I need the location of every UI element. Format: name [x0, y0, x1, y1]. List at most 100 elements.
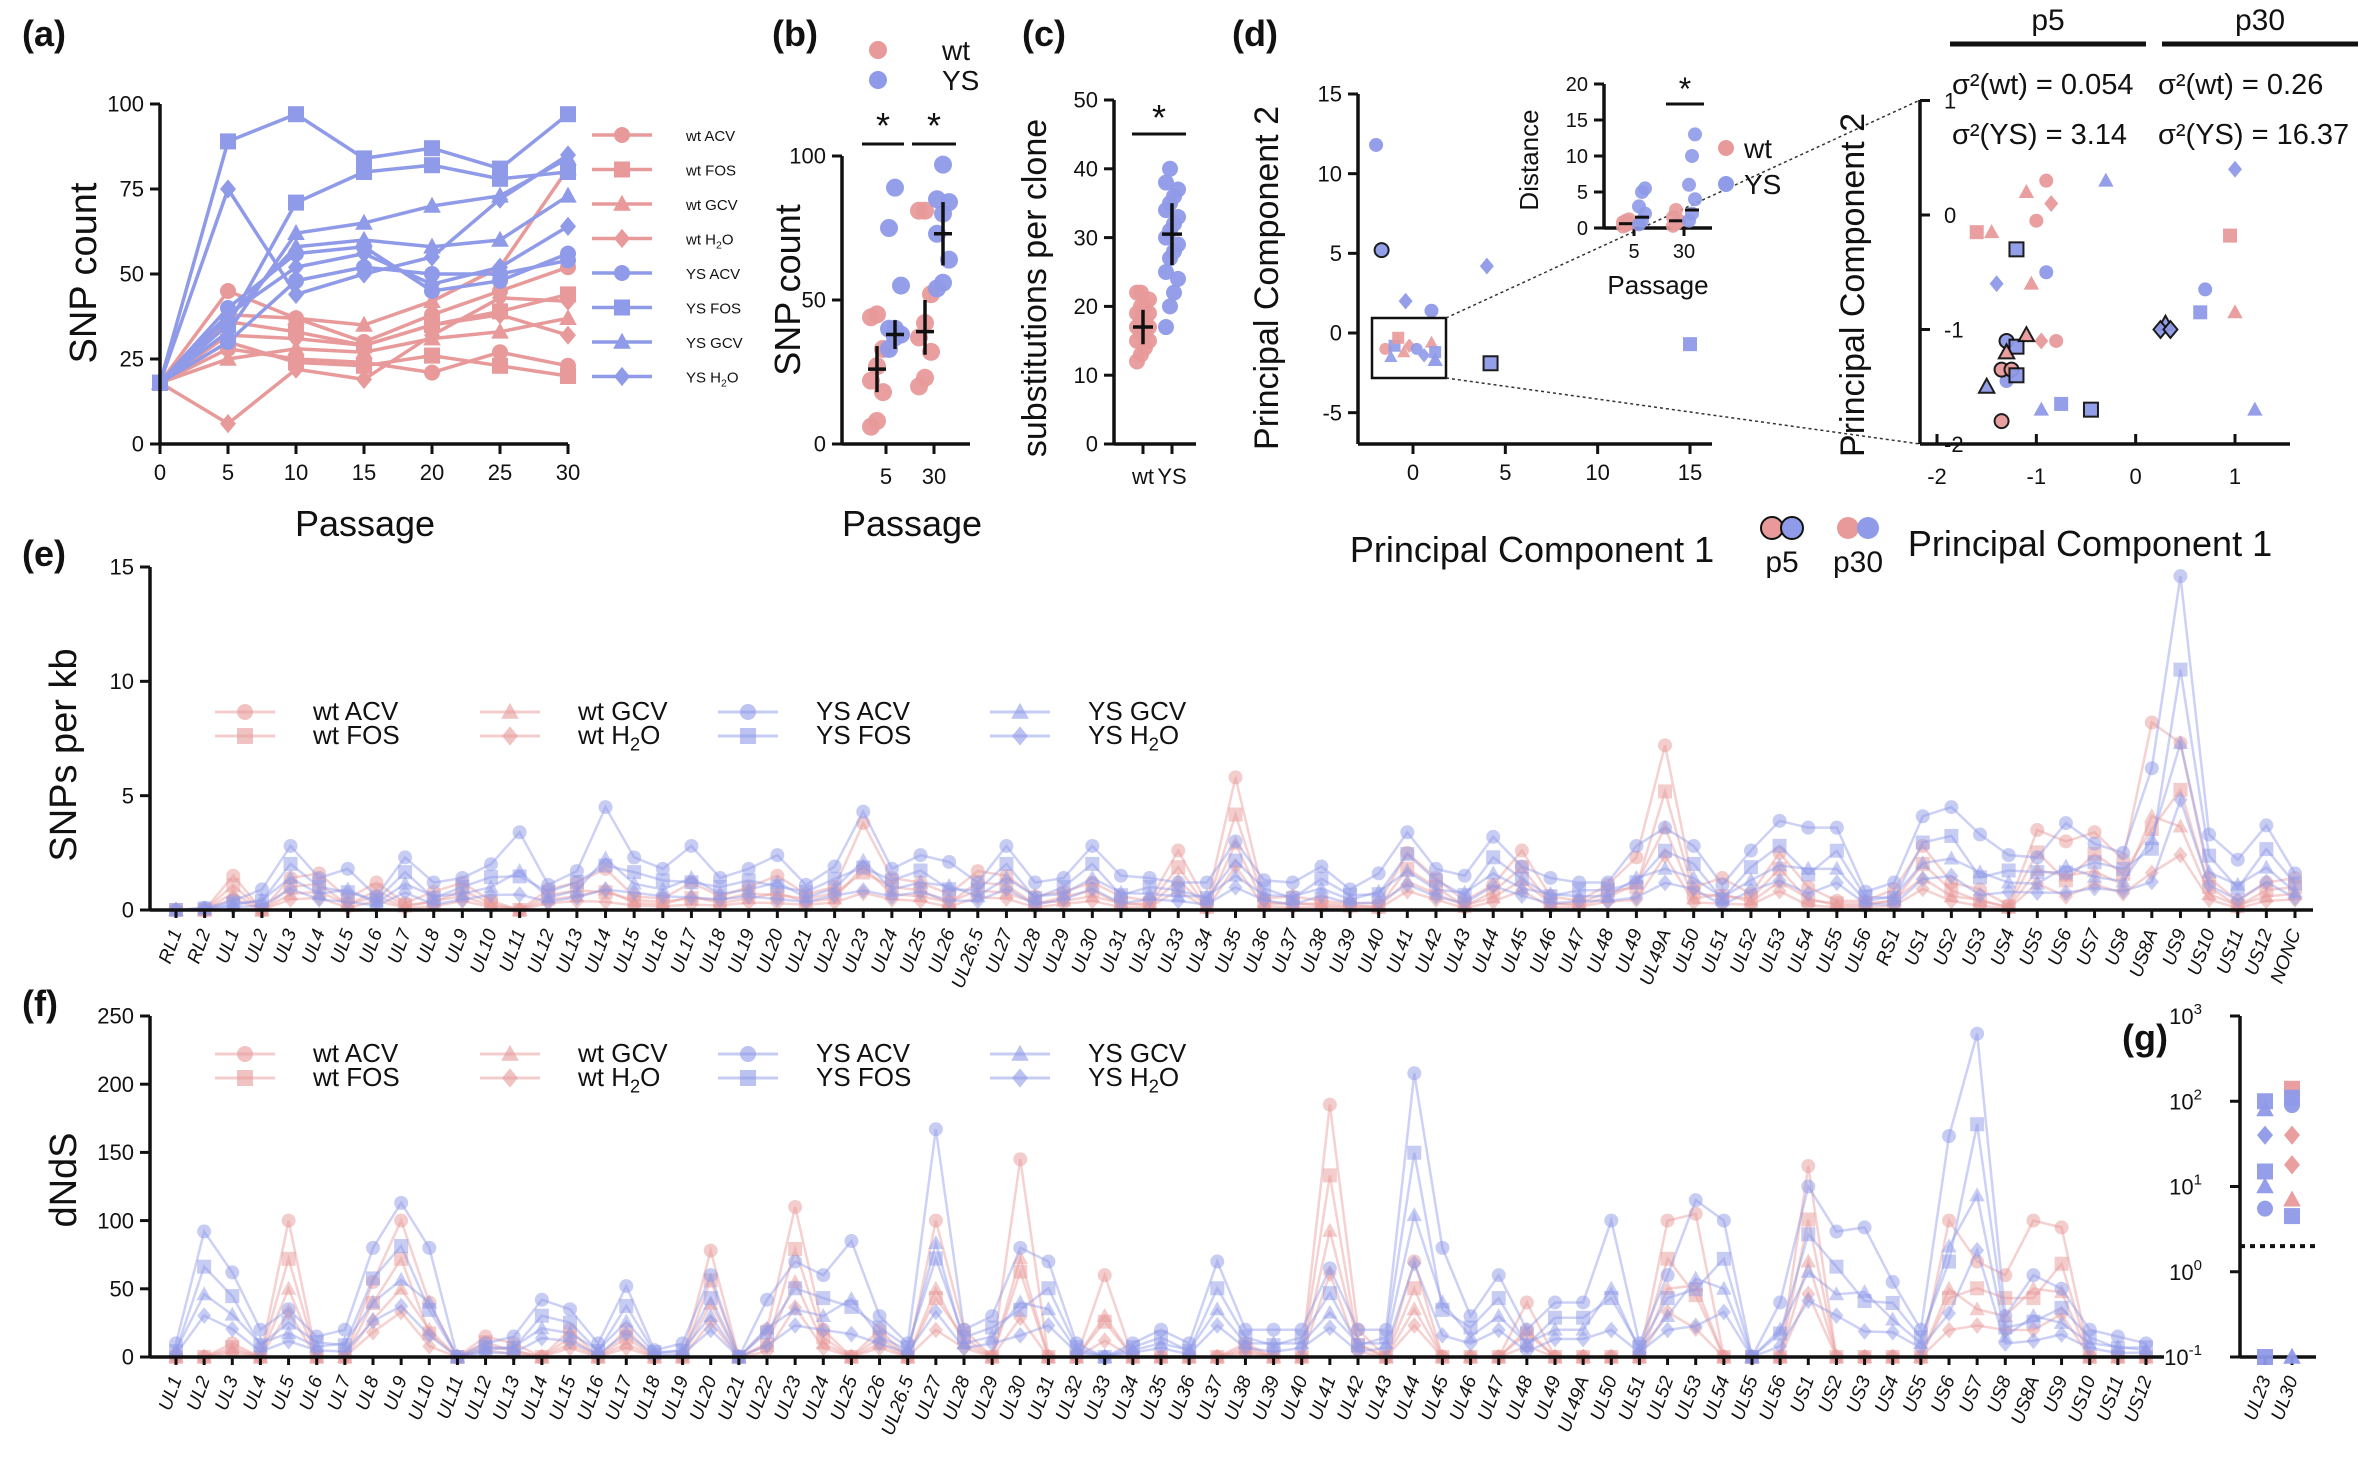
panel-e-point: [2172, 818, 2189, 833]
panel-f-legend-label: wt GCV: [577, 1038, 668, 1068]
panel-d-inset-legend-label: wt: [1743, 133, 1772, 164]
panel-d-zoom-variance-ys: σ²(YS) = 3.14: [1952, 119, 2127, 151]
panel-f-point: [1407, 1066, 1422, 1081]
panel-e-point: [2202, 848, 2217, 863]
panel-e-legend-swatch-marker: [1011, 702, 1029, 719]
panel-f-point: [1716, 1213, 1731, 1228]
panel-e-point: [1915, 870, 1930, 888]
panel-e-point: [1085, 856, 1100, 871]
panel-e-x-tick-label: UL3: [270, 926, 302, 966]
panel-d-y-tick-label: -5: [1322, 400, 1342, 425]
panel-g-point: [2256, 1177, 2274, 1194]
panel-e-legend-swatch-marker: [740, 728, 756, 744]
panel-a-point: [220, 414, 236, 434]
panel-a-legend-label: YS GCV: [686, 335, 743, 352]
panel-e-point: [340, 861, 355, 876]
panel-a-point: [288, 359, 304, 379]
panel-f-point: [1998, 1268, 2013, 1283]
panel-e-point: [741, 861, 756, 876]
panel-e-x-tick-label: UL2: [241, 926, 273, 966]
panel-e-legend-swatch-marker: [237, 704, 253, 720]
panel-e-point: [598, 800, 613, 815]
panel-a-point: [356, 264, 372, 284]
panel-e-point: [627, 850, 642, 865]
panel-e-point: [2230, 891, 2245, 909]
panel-a-point: [424, 266, 440, 282]
panel-f-point: [309, 1341, 324, 1359]
panel-d-zoom-x-tick-label: 1: [2229, 464, 2241, 489]
panel-f-point: [1688, 1317, 1703, 1335]
panel-e-x-tick-label: RL1: [155, 927, 187, 967]
panel-c: substitutions per clone 0 10 20 30 40 50 wt YS *: [1016, 88, 1196, 489]
panel-d-point: [1369, 137, 1384, 152]
panel-g-point: [2284, 1097, 2300, 1114]
panel-a-y-tick-label: 75: [120, 177, 144, 202]
panel-f-series-line: [176, 1104, 2146, 1360]
panel-d-point: [1398, 292, 1413, 310]
panel-e-point: [1400, 847, 1415, 862]
panel-d-zoom-point: [2193, 305, 2208, 320]
panel-f-point: [1210, 1281, 1225, 1296]
panel-e-point: [2259, 842, 2274, 857]
panel-d-zoom-point: [2008, 338, 2025, 355]
panel-f-point: [760, 1337, 774, 1355]
panel-d-inset-point: [1669, 203, 1683, 217]
panel-d-zoom-point: [1983, 224, 2000, 239]
panel-e-point: [1685, 869, 1702, 884]
panel-f-point: [703, 1321, 718, 1339]
panel-letter-b: (b): [772, 13, 818, 54]
panel-e-point: [1686, 880, 1701, 898]
panel-f-point: [1660, 1213, 1675, 1228]
panel-e-point: [1514, 880, 1530, 895]
panel-f-point: [2026, 1213, 2041, 1228]
panel-e-point: [1658, 820, 1673, 835]
panel-e-legend-label: YS H2O: [1088, 720, 1179, 755]
panel-e-point: [1973, 886, 1988, 904]
panel-e-point: [340, 881, 356, 896]
panel-d-cluster-point: [1379, 342, 1392, 355]
panel-f-point: [1603, 1280, 1619, 1295]
panel-a-point: [356, 335, 372, 355]
panel-e-point: [2173, 782, 2188, 797]
panel-a-x-tick-label: 5: [222, 460, 234, 485]
panel-d-legend-p30-wt: [1837, 517, 1859, 539]
panel-f-point: [788, 1254, 803, 1269]
panel-d-passage-legend: p5 p30: [1760, 516, 1883, 579]
panel-e-point: [1199, 888, 1215, 903]
panel-e-x-tick-label: US1: [1901, 927, 1933, 969]
panel-d-cluster-point: [1397, 345, 1411, 358]
panel-c-x-tick-label: YS: [1157, 464, 1186, 489]
panel-letter-f: (f): [22, 983, 58, 1024]
panel-letter-g: (g): [2122, 1017, 2168, 1058]
panel-g-y-tick-label: 101: [2169, 1172, 2202, 1200]
panel-e-point: [913, 892, 928, 910]
panel-f-y-tick-label: 0: [122, 1345, 134, 1370]
panel-e-point: [999, 880, 1014, 898]
panel-d-y-tick-label: 0: [1330, 321, 1342, 346]
panel-f-point: [1885, 1323, 1900, 1341]
panel-e-point: [1171, 892, 1186, 910]
panel-f-point: [1041, 1317, 1056, 1334]
panel-f-point: [788, 1317, 803, 1334]
panel-f-point: [1519, 1335, 1535, 1350]
panel-f-legend-swatch-marker: [502, 1068, 518, 1088]
panel-e-point: [2173, 662, 2188, 677]
panel-e-legend-label-sub: 2: [630, 735, 640, 755]
panel-e-point: [1743, 881, 1758, 899]
panel-e-point: [1228, 878, 1243, 896]
panel-e-point: [1743, 843, 1758, 858]
panel-f-point: [281, 1302, 296, 1317]
panel-e-x-tick-label: US5: [2016, 926, 2049, 968]
panel-f-point: [1604, 1321, 1619, 1339]
panel-a-point: [287, 309, 305, 325]
panel-d-zoom-point: [2029, 213, 2044, 228]
panel-e-point: [1973, 827, 1988, 842]
panel-e-point: [282, 869, 299, 884]
panel-d-inset-legend-marker: [1718, 140, 1734, 156]
panel-f-point: [1407, 1254, 1422, 1272]
panel-f-point: [1941, 1280, 1957, 1295]
panel-f-point: [1041, 1254, 1056, 1269]
panel-f-point: [1463, 1309, 1478, 1324]
panel-f-legend-swatch-marker: [740, 1070, 756, 1086]
